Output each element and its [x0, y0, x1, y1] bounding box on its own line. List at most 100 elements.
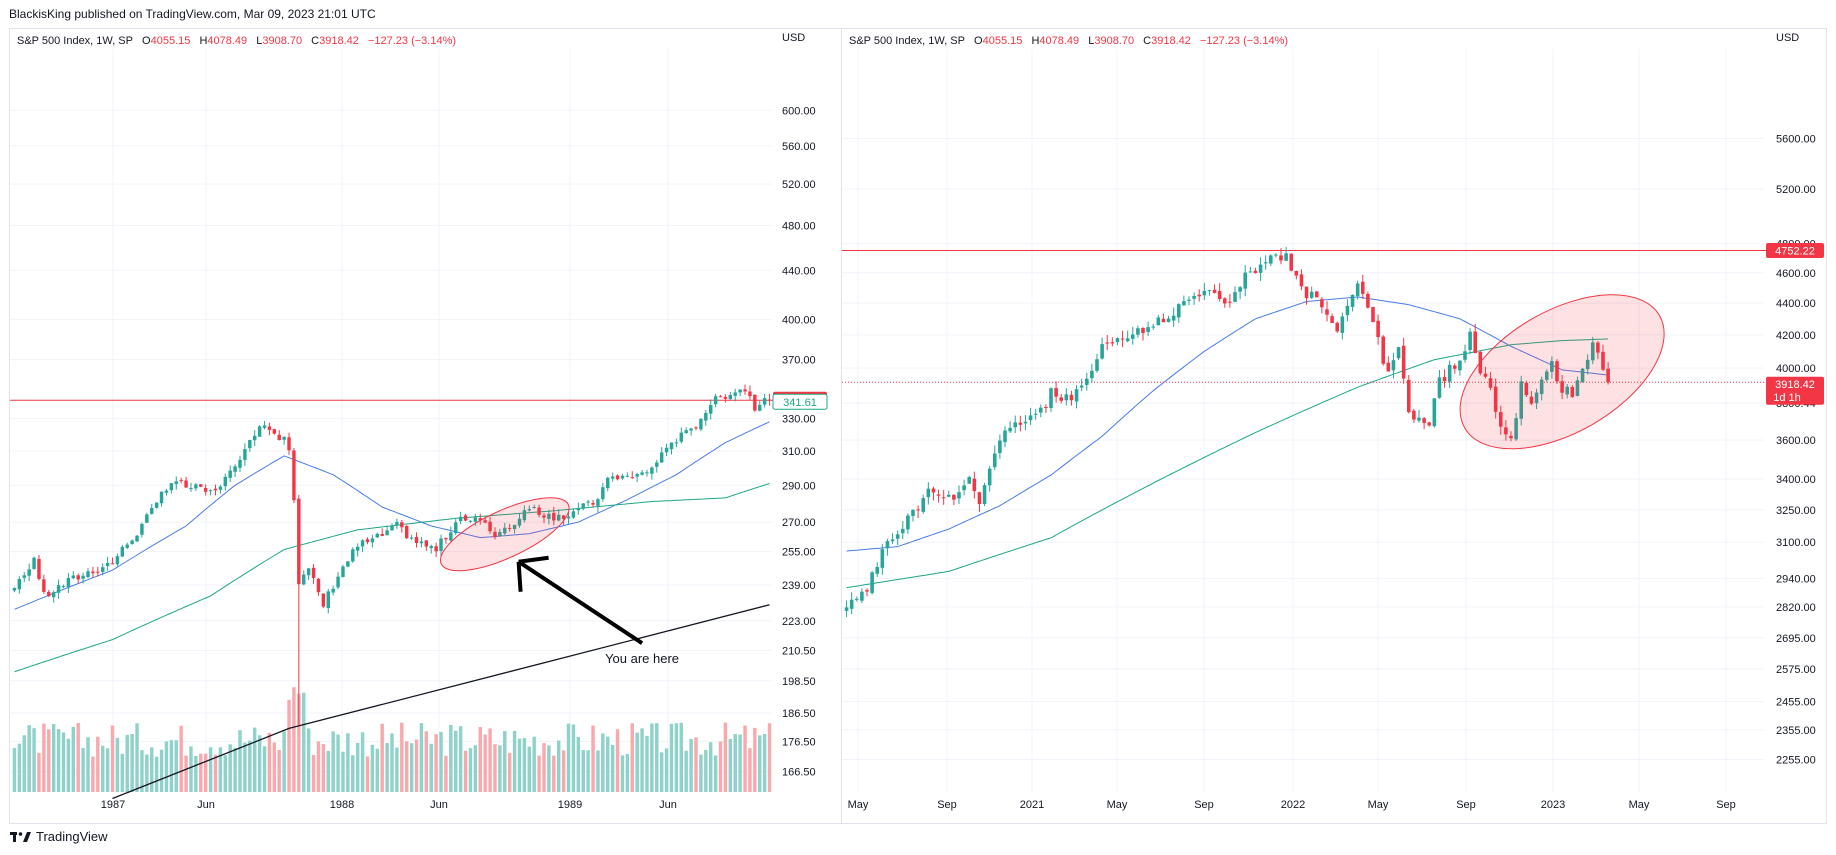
candle	[1084, 378, 1089, 385]
volume-bar	[581, 750, 585, 792]
volume-bar	[395, 747, 399, 792]
y-tick-label: 2575.00	[1776, 664, 1816, 676]
legend-high-label: H	[199, 35, 208, 47]
volume-bar	[135, 723, 139, 792]
volume-bar	[130, 733, 134, 792]
candle	[1299, 274, 1304, 287]
annotation-arrowhead	[516, 555, 549, 592]
candle	[748, 391, 752, 397]
x-tick-label: 2022	[1281, 799, 1305, 811]
candle	[1432, 398, 1437, 427]
candle	[936, 494, 941, 496]
candle	[1115, 338, 1120, 343]
candle	[1360, 281, 1365, 294]
volume-bar	[556, 740, 561, 792]
price-badge-countdown: 1d 1h	[1773, 392, 1801, 404]
candle	[184, 480, 188, 488]
candle	[150, 507, 154, 514]
candle	[1222, 298, 1227, 304]
candle	[194, 484, 198, 489]
legend-close-label: C	[311, 35, 320, 47]
candle	[336, 576, 340, 588]
candle	[972, 478, 977, 492]
candle	[51, 592, 56, 598]
volume-bar	[591, 725, 595, 792]
volume-bar	[47, 729, 51, 792]
candle	[1212, 289, 1217, 293]
candle	[439, 538, 443, 551]
candle	[911, 509, 915, 516]
y-tick-label: 2695.00	[1776, 633, 1816, 645]
candle	[331, 588, 335, 593]
candle	[458, 516, 463, 522]
candle	[1095, 359, 1099, 371]
volume-bar	[120, 753, 125, 792]
volume-bar	[12, 748, 17, 792]
candle	[738, 389, 742, 393]
candle	[1544, 371, 1549, 380]
volume-bar	[86, 737, 90, 792]
candle	[468, 520, 473, 522]
candle	[926, 488, 931, 498]
candle	[56, 585, 61, 593]
chart-panel-right[interactable]: 5600.005200.004800.004600.004400.004200.…	[841, 28, 1827, 824]
candle	[591, 502, 595, 505]
trend-line	[112, 604, 770, 800]
candle	[655, 462, 659, 467]
volume-bar	[704, 749, 708, 792]
candle	[1207, 290, 1212, 292]
volume-bar	[297, 693, 301, 792]
y-tick-label: 560.00	[782, 141, 816, 153]
volume-bar	[257, 735, 262, 792]
volume-bar	[625, 754, 630, 792]
candle	[982, 485, 987, 505]
candle	[493, 531, 497, 538]
volume-bar	[679, 722, 684, 792]
candle	[1355, 283, 1360, 296]
candle	[1406, 379, 1411, 413]
candle	[1289, 253, 1294, 271]
y-tick-label: 4000.00	[1776, 363, 1816, 375]
volume-bar	[404, 741, 409, 792]
price-chart-left[interactable]: 600.00 560.00 520.00 480.00 440.00 400.00 370.…	[10, 29, 842, 824]
y-tick-label: 2255.00	[1776, 754, 1816, 766]
candle	[645, 472, 649, 474]
candle	[1560, 381, 1564, 393]
candle	[527, 509, 532, 511]
chart-panel-left[interactable]: 600.00 560.00 520.00 480.00 440.00 400.00 370.…	[9, 28, 842, 824]
candle	[37, 558, 41, 579]
candle	[424, 540, 429, 547]
candle	[576, 508, 581, 511]
candle	[849, 599, 854, 609]
y-tick-label: 480.00	[782, 220, 816, 232]
candle	[664, 447, 669, 453]
x-tick-label: 1988	[330, 799, 354, 811]
candle	[1171, 315, 1176, 321]
candle	[208, 490, 213, 492]
candle	[1452, 365, 1457, 369]
volume-bar	[444, 755, 448, 792]
volume-bar	[488, 728, 492, 792]
legend-close: 3918.42	[319, 35, 359, 47]
volume-bar	[738, 734, 742, 792]
volume-bar	[655, 723, 659, 792]
volume-bar	[272, 742, 277, 792]
candle	[1105, 342, 1110, 344]
candle	[1018, 422, 1023, 425]
candle	[1330, 316, 1334, 324]
tradingview-logo[interactable]: TradingView	[10, 829, 108, 844]
volume-bar	[243, 742, 247, 792]
moving-average-slow	[14, 483, 770, 673]
legend-open-label: O	[142, 35, 151, 47]
candle	[537, 507, 541, 515]
candle	[674, 442, 679, 444]
candle	[42, 579, 46, 592]
volume-bar	[76, 723, 80, 792]
candle	[625, 475, 630, 477]
price-chart-right[interactable]: 5600.005200.004800.004600.004400.004200.…	[842, 29, 1827, 824]
volume-bar	[252, 727, 257, 792]
candle	[699, 418, 703, 430]
candle	[1136, 328, 1140, 335]
volume-bar	[527, 746, 532, 792]
legend-open: 4055.15	[982, 35, 1023, 47]
